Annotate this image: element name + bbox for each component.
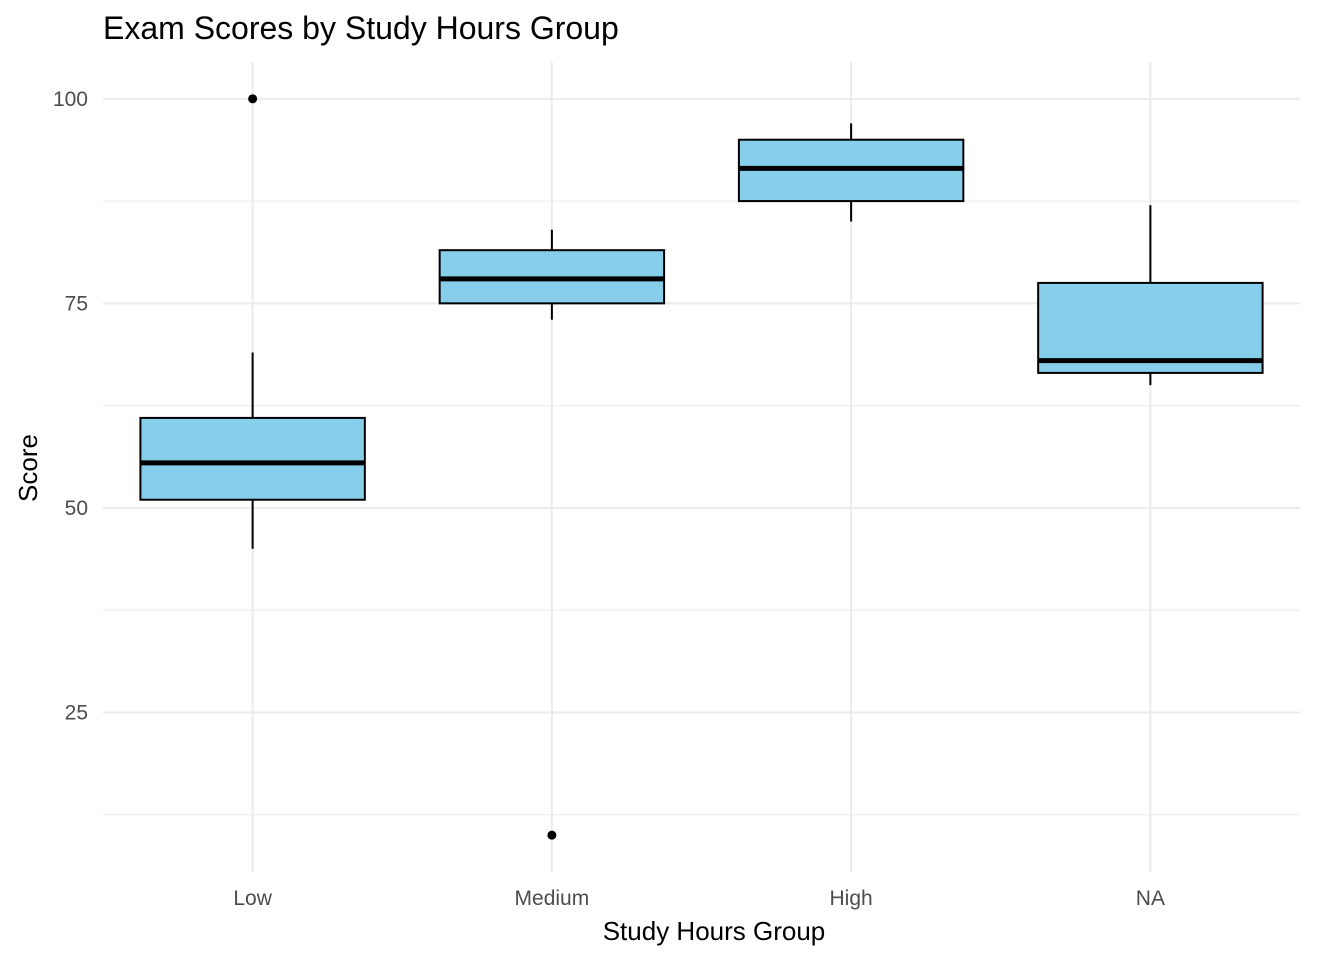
x-tick-label: NA: [1136, 887, 1165, 910]
y-tick-label: 100: [53, 88, 88, 111]
y-axis-tick-labels: 25 50 75 100: [53, 88, 88, 725]
y-tick-label: 75: [65, 292, 88, 315]
y-tick-label: 50: [65, 497, 88, 520]
box-na: [1037, 205, 1264, 386]
y-axis-title: Score: [13, 434, 43, 502]
iqr-box: [139, 416, 366, 501]
box-high: [737, 123, 965, 222]
chart-title: Exam Scores by Study Hours Group: [103, 10, 619, 46]
iqr-box: [1037, 281, 1264, 374]
x-tick-label: High: [830, 887, 873, 910]
box-medium: [438, 229, 666, 840]
x-tick-label: Low: [233, 887, 272, 910]
x-tick-label: Medium: [515, 887, 590, 910]
outlier-point: [547, 830, 557, 840]
boxes-layer: [139, 94, 1264, 840]
x-axis-title: Study Hours Group: [603, 916, 826, 946]
box-low: [139, 94, 366, 549]
outlier-point: [248, 94, 258, 104]
y-tick-label: 25: [65, 701, 88, 724]
x-axis-tick-labels: Low Medium High NA: [233, 887, 1165, 910]
